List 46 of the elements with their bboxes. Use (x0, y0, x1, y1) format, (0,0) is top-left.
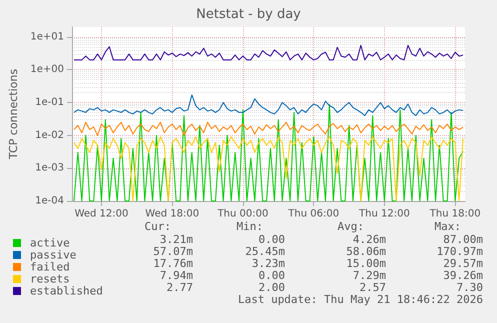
text: 39.26m (443, 269, 483, 282)
legend-label: established (30, 284, 103, 298)
x-tick-label: Wed 18:00 (145, 208, 200, 220)
text: Cur: (144, 220, 171, 233)
text: 29.57m (443, 257, 483, 270)
text: 7.29m (352, 269, 386, 282)
text: 2.77 (166, 281, 193, 294)
y-tick-label: 1e-03 (35, 162, 64, 174)
text: 2.57 (360, 281, 386, 294)
x-tick-label: Thu 00:00 (216, 208, 268, 220)
text: 7.30 (456, 281, 483, 294)
chart-title: Netstat - by day (196, 7, 302, 22)
x-tick-label: Wed 12:00 (74, 208, 128, 220)
legend-label: active (30, 236, 70, 250)
text: 170.97m (436, 245, 483, 258)
y-tick-label: 1e-04 (35, 196, 64, 206)
text: 0.00 (258, 269, 285, 282)
y-tick-label: 1e+00 (30, 64, 64, 76)
text: Last update: Thu May 21 18:46:22 2026 (238, 293, 483, 306)
text: 3.21m (160, 233, 193, 246)
text: Min: (236, 220, 263, 233)
legend-label: resets (30, 272, 70, 286)
text: 0.00 (258, 233, 285, 246)
line-series (73, 44, 464, 60)
legend-label: failed (30, 260, 70, 274)
text: 17.76m (153, 257, 193, 270)
text: 15.00m (346, 257, 386, 270)
text: 87.00m (443, 233, 483, 246)
y-tick-label: 1e-01 (35, 97, 64, 108)
y-tick-label: 1e+01 (30, 31, 64, 42)
x-tick-label: Thu 12:00 (358, 208, 410, 220)
legend-label: passive (30, 248, 76, 262)
text: 4.26m (352, 233, 386, 246)
text: 2.00 (258, 281, 285, 294)
line-series (73, 94, 464, 116)
text: Max: (434, 220, 461, 233)
text: Avg: (338, 220, 364, 233)
y-axis-title: TCP connections (7, 68, 20, 160)
x-tick-label: Thu 06:00 (287, 208, 340, 220)
text: 57.07m (153, 245, 193, 258)
x-tick-label: Thu 18:00 (428, 208, 481, 220)
y-tick-label: 1e-02 (35, 130, 64, 141)
text: 25.45m (245, 245, 285, 258)
text: 58.06m (346, 245, 386, 258)
text: 3.23m (252, 257, 285, 270)
text: 7.94m (160, 269, 193, 282)
